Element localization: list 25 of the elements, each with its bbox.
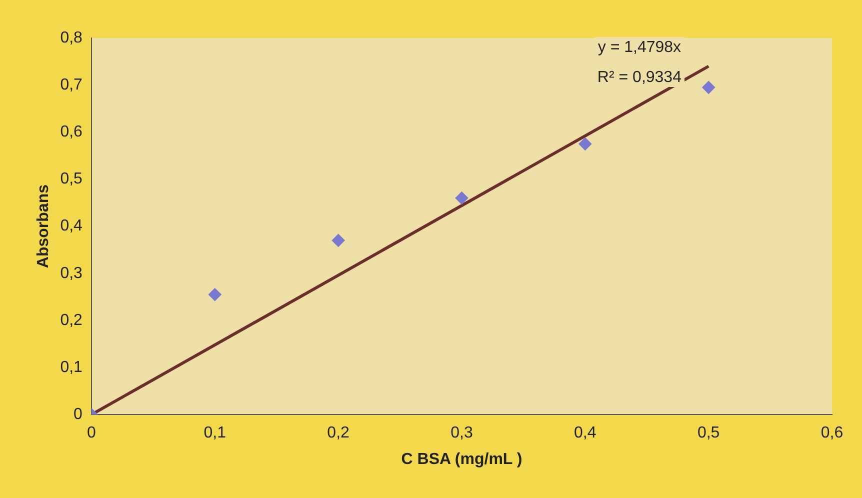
y-tick-label: 0,1 bbox=[60, 358, 83, 376]
x-tick-label: 0,1 bbox=[204, 424, 226, 442]
x-axis-title: C BSA (mg/mL ) bbox=[401, 450, 522, 468]
x-tick-label: 0,2 bbox=[327, 424, 350, 442]
y-tick-label: 0,2 bbox=[60, 312, 83, 329]
y-tick-label: 0,5 bbox=[60, 170, 83, 188]
y-tick-label: 0 bbox=[74, 406, 83, 424]
annotation: R² = 0,9334 bbox=[597, 69, 682, 86]
y-tick-label: 0,6 bbox=[60, 124, 83, 141]
y-tick-label: 0,7 bbox=[60, 76, 83, 94]
x-tick-label: 0,5 bbox=[697, 424, 720, 442]
x-tick-label: 0,6 bbox=[820, 424, 844, 442]
x-tick-label: 0,4 bbox=[574, 424, 596, 442]
x-tick-label: 0 bbox=[86, 424, 96, 442]
y-axis-title: Absorbans bbox=[35, 184, 52, 268]
x-tick-label: 0,3 bbox=[450, 424, 473, 442]
point bbox=[455, 192, 468, 205]
annotation: y = 1,4798x bbox=[598, 39, 682, 56]
y-tick-label: 0,4 bbox=[60, 218, 83, 235]
point bbox=[702, 80, 716, 94]
point bbox=[332, 234, 345, 247]
point bbox=[578, 137, 592, 150]
y-tick-label: 0,3 bbox=[60, 264, 83, 282]
y-tick-label: 0,8 bbox=[60, 29, 83, 46]
point bbox=[208, 288, 222, 302]
